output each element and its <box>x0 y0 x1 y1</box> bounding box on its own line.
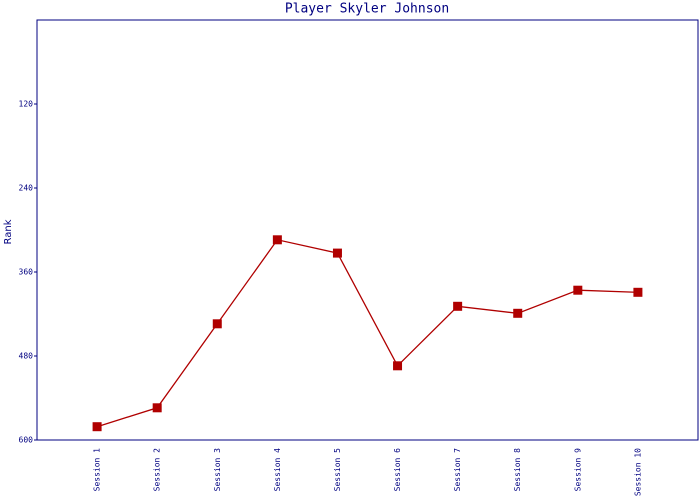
x-tick-label: Session 8 <box>513 448 522 492</box>
y-tick-label: 600 <box>19 436 34 445</box>
y-tick-label: 360 <box>19 268 34 277</box>
marker <box>152 403 162 413</box>
marker <box>633 287 643 297</box>
line <box>96 239 638 428</box>
x-tick-label: Session 10 <box>633 448 642 496</box>
marker <box>92 422 102 432</box>
y-axis-label: Rank <box>3 219 14 244</box>
x-tick-label: Session 2 <box>153 448 162 492</box>
marker <box>573 285 583 295</box>
marker <box>453 301 463 311</box>
x-tick-label: Session 1 <box>93 448 102 492</box>
x-tick-label: Session 7 <box>453 448 462 492</box>
y-tick-label: 480 <box>19 352 34 361</box>
x-tick-label: Session 4 <box>273 448 282 492</box>
y-tick-label: 240 <box>19 184 34 193</box>
marker <box>272 235 282 245</box>
plot-frame <box>36 19 699 441</box>
marker <box>212 319 222 329</box>
x-tick-label: Session 5 <box>333 448 342 492</box>
marker <box>513 308 523 318</box>
x-tick-label: Session 3 <box>213 448 222 492</box>
y-tick-label: 120 <box>19 100 34 109</box>
marker <box>332 248 342 258</box>
x-tick-label: Session 6 <box>393 448 402 492</box>
x-tick-label: Session 9 <box>573 448 582 492</box>
marker <box>393 361 403 371</box>
chart-title: Player Skyler Johnson <box>285 2 449 17</box>
